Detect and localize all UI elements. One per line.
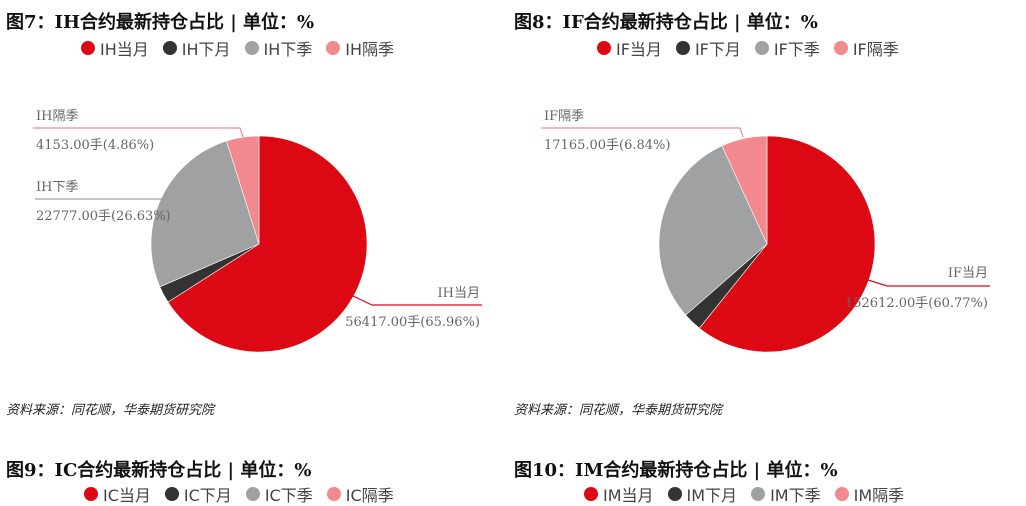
leader-line xyxy=(33,127,244,138)
pie-charts: IH隔季 4153.00手(4.86%) IH下季 22777.00手(26.6… xyxy=(33,109,990,353)
pie-slice-IF下季 xyxy=(658,145,768,316)
legend-dot-icon xyxy=(675,41,690,55)
leader-line xyxy=(541,127,744,138)
legend-dot-icon xyxy=(751,487,766,501)
legend-label: IM下月 xyxy=(686,486,738,505)
legend-dot-icon xyxy=(754,41,769,55)
pie-slice-IH隔季 xyxy=(226,135,260,245)
pie-slice-IF隔季 xyxy=(721,135,768,245)
legend-label: IC下季 xyxy=(264,486,313,505)
leader-line xyxy=(352,295,482,306)
legend-label: IF当月 xyxy=(616,40,662,59)
label-name: IH隔季 xyxy=(36,109,78,124)
leader-line xyxy=(867,279,990,287)
pie-if xyxy=(658,135,876,353)
legend-dot-icon xyxy=(326,487,341,501)
label-value: 4153.00手(4.86%) xyxy=(36,138,154,153)
legend-dot-icon xyxy=(244,41,259,55)
legend-dot-icon xyxy=(162,41,177,55)
legend-dot-icon xyxy=(326,41,341,55)
legend: IH当月 IH下月 IH下季 IH隔季 xyxy=(81,36,394,60)
legend-label: IF下季 xyxy=(773,40,820,59)
legend-label: IF下月 xyxy=(694,40,741,59)
label-name: IF隔季 xyxy=(544,109,584,124)
legend-label: IC隔季 xyxy=(345,486,394,505)
legend-label: IH隔季 xyxy=(345,40,395,59)
legend-label: IM隔季 xyxy=(853,486,905,505)
legend: IM当月 IM下月 IM下季 IM隔季 xyxy=(584,482,904,506)
chart-title: 图9：IC合约最新持仓占比 | 单位：% xyxy=(6,460,312,481)
legend-dot-icon xyxy=(584,487,598,501)
chart-title: 图7：IH合约最新持仓占比 | 单位：% xyxy=(6,12,315,33)
legend-dot-icon xyxy=(164,487,179,501)
label-name: IF当月 xyxy=(948,266,988,281)
label-value: 17165.00手(6.84%) xyxy=(544,138,670,153)
label-name: IH当月 xyxy=(438,286,480,301)
legend-label: IM下季 xyxy=(770,486,821,505)
label-value: 56417.00手(65.96%) xyxy=(345,315,480,330)
legend-dot-icon xyxy=(833,41,848,55)
label-value: 22777.00手(26.63%) xyxy=(36,209,171,224)
chart-title: 图10：IM合约最新持仓占比 | 单位：% xyxy=(514,460,838,481)
legend-label: IF隔季 xyxy=(852,40,899,59)
legend-dot-icon xyxy=(667,487,682,501)
source-note: 资料来源：同花顺，华泰期货研究院 xyxy=(6,403,215,418)
legend-label: IM当月 xyxy=(603,486,654,505)
legend-label: IH下月 xyxy=(181,40,231,59)
legend-dot-icon xyxy=(597,41,611,55)
label-name: IH下季 xyxy=(36,180,78,195)
legend-dot-icon xyxy=(81,41,95,55)
legend-label: IC下月 xyxy=(183,486,232,505)
source-note: 资料来源：同花顺，华泰期货研究院 xyxy=(514,403,723,418)
legend-label: IH当月 xyxy=(100,40,149,59)
legend: IF当月 IF下月 IF下季 IF隔季 xyxy=(597,36,899,60)
legend: IC当月 IC下月 IC下季 IC隔季 xyxy=(84,482,394,506)
legend-label: IH下季 xyxy=(263,40,313,59)
legend-dot-icon xyxy=(84,487,98,501)
legend-dot-icon xyxy=(245,487,260,501)
legend-dot-icon xyxy=(834,487,849,501)
pie-ih xyxy=(150,135,368,353)
legend-label: IC当月 xyxy=(103,486,151,505)
chart-title: 图8：IF合约最新持仓占比 | 单位：% xyxy=(514,12,818,33)
label-value: 152612.00手(60.77%) xyxy=(845,296,988,311)
